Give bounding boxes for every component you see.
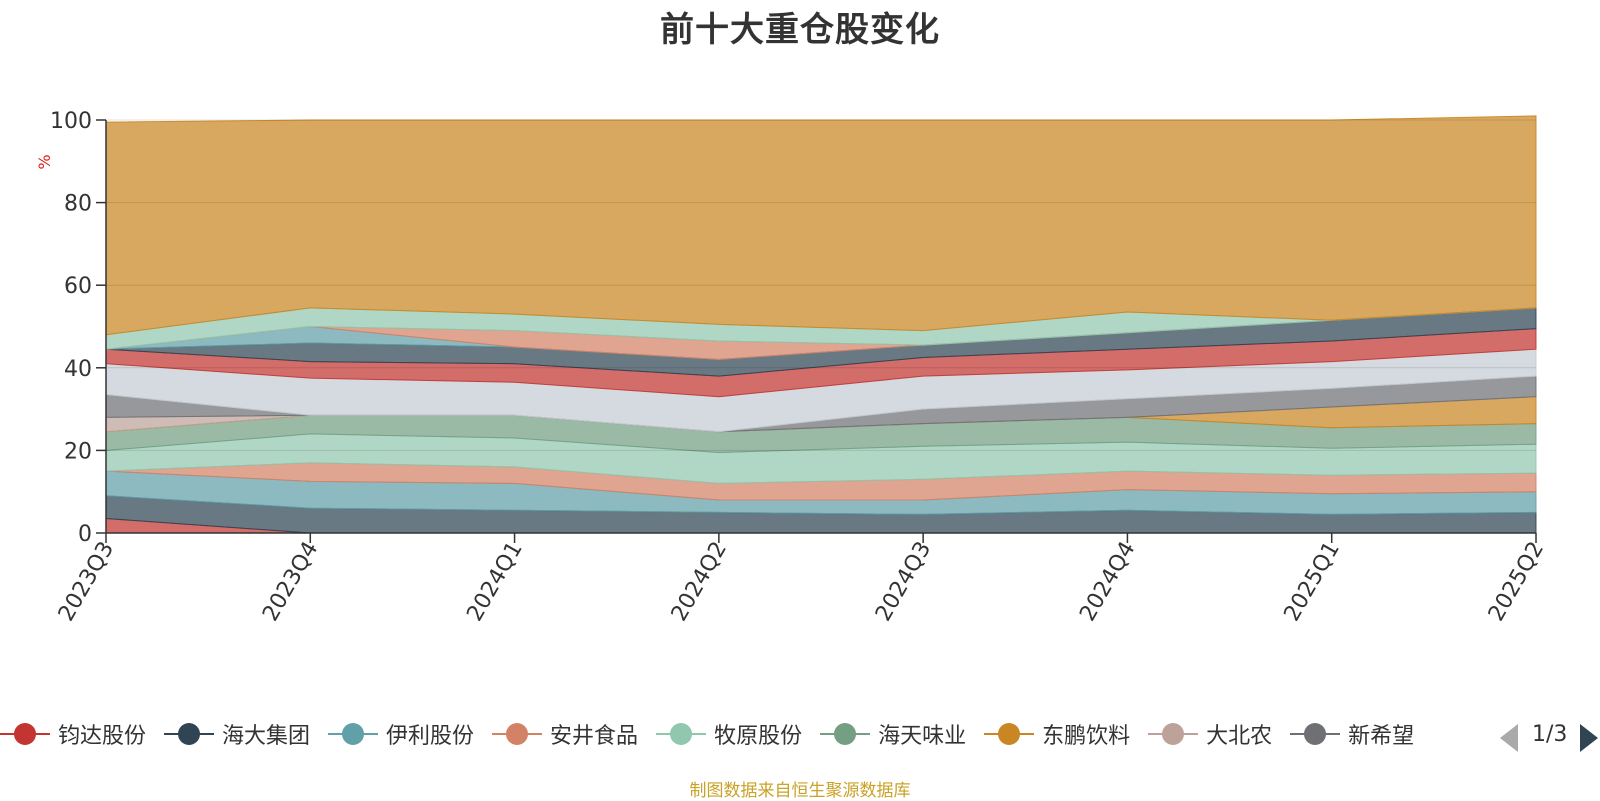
legend-item-1[interactable]: 海大集团 bbox=[164, 712, 310, 756]
legend-marker-icon bbox=[0, 722, 50, 746]
legend-label: 海大集团 bbox=[222, 724, 311, 749]
y-tick-label-5: 100 bbox=[50, 109, 92, 134]
y-tick-label-3: 60 bbox=[64, 274, 92, 299]
legend-marker-icon bbox=[328, 722, 379, 746]
chart-plot: 0 20 40 60 80 100% 2023Q3 2023Q4 2024Q1 2024Q2 202… bbox=[35, 109, 1549, 626]
x-tick-label-5: 2024Q4 bbox=[1075, 538, 1140, 626]
legend-marker-icon bbox=[164, 722, 215, 746]
area-series-15 bbox=[105, 115, 1537, 336]
legend-label: 东鹏饮料 bbox=[1042, 724, 1131, 749]
x-tick-label-3: 2024Q2 bbox=[667, 538, 732, 626]
x-tick-label-4: 2024Q3 bbox=[871, 538, 936, 626]
legend-item-3[interactable]: 安井食品 bbox=[492, 712, 638, 756]
legend-page-indicator: 1/3 bbox=[1532, 722, 1568, 747]
legend-label: 大北农 bbox=[1206, 724, 1273, 749]
next-page-icon[interactable] bbox=[1580, 724, 1598, 752]
legend-item-4[interactable]: 牧原股份 bbox=[656, 712, 802, 756]
x-tick-label-2: 2024Q1 bbox=[462, 538, 527, 626]
legend-marker-icon bbox=[1148, 722, 1199, 746]
y-tick-label-0: 0 bbox=[78, 522, 92, 547]
legend-item-7[interactable]: 大北农 bbox=[1148, 712, 1272, 756]
source-note: 制图数据来自恒生聚源数据库 bbox=[689, 781, 911, 801]
legend-item-0[interactable]: 钧达股份 bbox=[0, 712, 146, 756]
y-tick-label-2: 40 bbox=[64, 357, 92, 382]
legend-marker-icon bbox=[820, 722, 871, 746]
x-tick-label-0: 2023Q3 bbox=[54, 538, 119, 626]
legend-item-2[interactable]: 伊利股份 bbox=[328, 712, 474, 756]
y-tick-label-4: 80 bbox=[64, 192, 92, 217]
legend-item-5[interactable]: 海天味业 bbox=[820, 712, 966, 756]
legend-label: 新希望 bbox=[1348, 724, 1415, 749]
legend-item-8[interactable]: 新希望 bbox=[1290, 712, 1414, 756]
y-tick-label-1: 20 bbox=[64, 439, 92, 464]
x-tick-label-1: 2023Q4 bbox=[258, 538, 323, 626]
legend-marker-icon bbox=[492, 722, 543, 746]
x-tick-label-7: 2025Q2 bbox=[1484, 538, 1549, 626]
y-axis-label: % bbox=[35, 154, 54, 169]
legend-item-6[interactable]: 东鹏饮料 bbox=[984, 712, 1130, 756]
chart-title: 前十大重仓股变化 bbox=[660, 10, 940, 50]
legend-marker-icon bbox=[656, 722, 707, 746]
legend-label: 钧达股份 bbox=[58, 724, 147, 749]
x-tick-label-6: 2025Q1 bbox=[1280, 538, 1345, 626]
legend-pager: 1/3 bbox=[1498, 718, 1598, 752]
legend-marker-icon bbox=[1290, 722, 1341, 746]
prev-page-icon[interactable] bbox=[1500, 724, 1518, 752]
legend-label: 伊利股份 bbox=[386, 724, 475, 749]
legend-label: 牧原股份 bbox=[714, 724, 803, 749]
legend-label: 安井食品 bbox=[550, 724, 639, 749]
legend: 钧达股份 海大集团 伊利股份 安井食品 牧原股份 海天味业 东鹏饮料 大北农 新希望 bbox=[0, 712, 1470, 756]
legend-marker-icon bbox=[984, 722, 1035, 746]
legend-label: 海天味业 bbox=[878, 724, 967, 749]
